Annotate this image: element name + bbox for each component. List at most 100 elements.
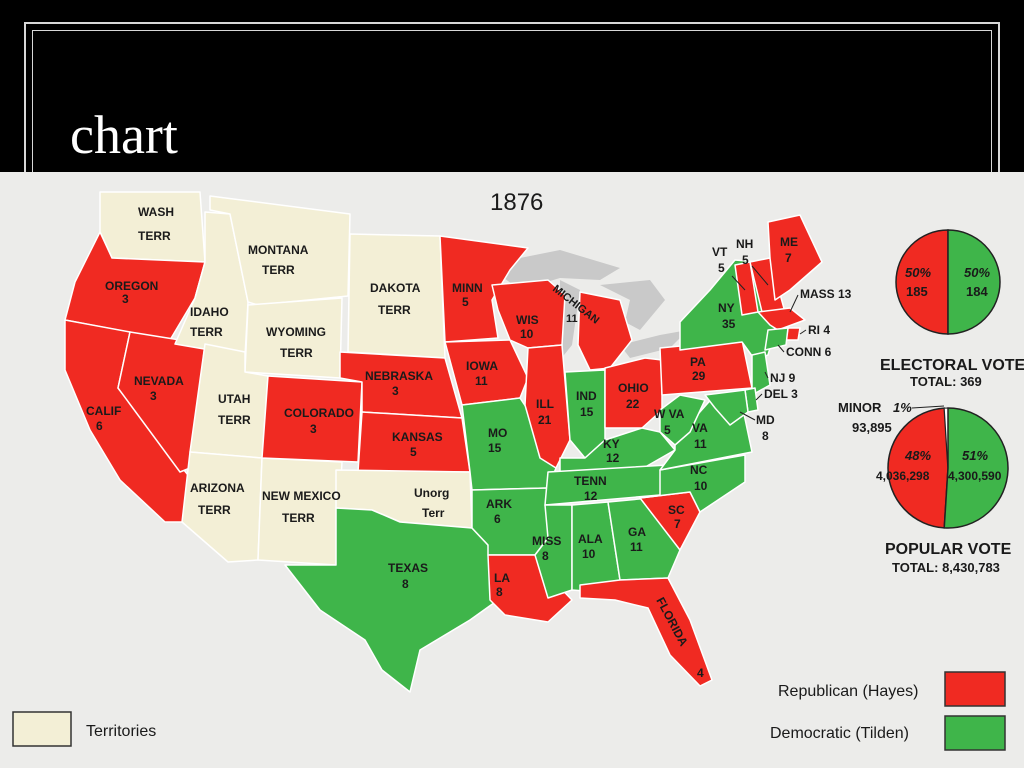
state-label-mass: MASS 13 [800, 287, 852, 301]
state-label-nj: NJ 9 [770, 371, 796, 385]
state-label-dakota: DAKOTA [370, 281, 421, 295]
state-sub-sc: 7 [674, 517, 681, 531]
state-nj [751, 351, 771, 396]
state-label-nebraska: NEBRASKA [365, 369, 433, 383]
state-label-minn: MINN [452, 281, 483, 295]
state-label-oregon: OREGON [105, 279, 158, 293]
popular-minor-pct: 1% [893, 400, 912, 415]
state-sub-ga: 11 [630, 540, 643, 554]
state-label-ala: ALA [578, 532, 603, 546]
legend-territories-swatch [12, 711, 72, 747]
state-label-nc: NC [690, 463, 708, 477]
state-wva [659, 394, 706, 446]
legend-republican-swatch [944, 671, 1006, 707]
state-label-ill: ILL [536, 397, 554, 411]
popular-minor-label: MINOR [838, 400, 882, 415]
state-label-vt: VT [712, 245, 728, 259]
state-label-kansas: KANSAS [392, 430, 443, 444]
state-sub-utah: TERR [218, 413, 251, 427]
state-label-nh: NH [736, 237, 753, 251]
state-me [767, 214, 823, 301]
popular-vote-title: POPULAR VOTE [885, 541, 1012, 558]
state-label-unorg: Unorg [414, 486, 449, 500]
electoral-republican-pct: 50% [905, 265, 931, 280]
electoral-vote-pie: 50% 185 50% 184 ELECTORAL VOTE TOTAL: 36… [880, 229, 1024, 389]
legend-democratic-label: Democratic (Tilden) [770, 725, 909, 742]
state-label-conn: CONN 6 [786, 345, 832, 359]
state-label-pa: PA [690, 355, 706, 369]
popular-republican-votes: 4,036,298 [876, 469, 930, 483]
state-sub-wis: 10 [520, 327, 534, 341]
state-sub-arizona: TERR [198, 503, 231, 517]
popular-vote-total: TOTAL: 8,430,783 [892, 560, 1000, 575]
state-ill [524, 344, 571, 469]
election-map-panel: WASH TERR OREGON 3 CALIF 6 NEVADA 3 IDAH… [0, 172, 1024, 768]
state-sub-dakota: TERR [378, 303, 411, 317]
state-label-nevada: NEVADA [134, 374, 184, 388]
state-label-montana: MONTANA [248, 243, 309, 257]
state-label-texas: TEXAS [388, 561, 428, 575]
state-label-va: VA [692, 421, 708, 435]
state-florida [579, 577, 713, 687]
state-sub-ala: 10 [582, 547, 596, 561]
state-texas [284, 507, 499, 693]
state-label-wash: WASH [138, 205, 174, 219]
popular-vote-pie: MINOR 1% 93,895 48% 4,036,298 51% 4,300,… [838, 400, 1012, 575]
legend-republican-label: Republican (Hayes) [778, 683, 919, 700]
state-sub-newmexico: TERR [282, 511, 315, 525]
state-sub-ind: 15 [580, 405, 594, 419]
popular-democratic-pct: 51% [962, 448, 988, 463]
state-label-wis: WIS [516, 313, 539, 327]
state-sub-nevada: 3 [150, 389, 157, 403]
state-sub-miss: 8 [542, 549, 549, 563]
state-iowa [444, 339, 529, 406]
state-labels: WASH TERR OREGON 3 CALIF 6 NEVADA 3 IDAH… [86, 205, 852, 680]
state-label-ark: ARK [486, 497, 512, 511]
state-label-ind: IND [576, 389, 597, 403]
state-label-utah: UTAH [218, 392, 250, 406]
state-label-ky: KY [603, 437, 620, 451]
state-sub-wva: 5 [664, 423, 671, 437]
state-sub-ark: 6 [494, 512, 501, 526]
state-montana [209, 195, 351, 306]
state-label-wyoming: WYOMING [266, 325, 326, 339]
state-pa [659, 339, 753, 396]
state-sub-ny: 35 [722, 317, 736, 331]
state-sub-michigan: 11 [566, 313, 578, 325]
state-conn [764, 327, 789, 351]
state-label-ny: NY [718, 301, 735, 315]
state-label-me: ME [780, 235, 798, 249]
state-label-iowa: IOWA [466, 359, 498, 373]
state-label-calif: CALIF [86, 404, 121, 418]
electoral-republican-votes: 185 [906, 284, 928, 299]
state-label-colorado: COLORADO [284, 406, 354, 420]
state-label-wva: W VA [654, 407, 685, 421]
state-label-ohio: OHIO [618, 381, 649, 395]
state-sub-ohio: 22 [626, 397, 640, 411]
state-sub-minn: 5 [462, 295, 469, 309]
state-mass [757, 307, 806, 331]
state-sub-unorg: Terr [422, 506, 445, 520]
state-sub-nc: 10 [694, 479, 708, 493]
popular-democratic-slice [943, 407, 1009, 529]
state-label-ga: GA [628, 525, 646, 539]
state-sub-wash: TERR [138, 229, 171, 243]
popular-democratic-votes: 4,300,590 [948, 469, 1002, 483]
state-sub-calif: 6 [96, 419, 103, 433]
state-label-la: LA [494, 571, 510, 585]
state-label-mo: MO [488, 426, 507, 440]
state-label-newmexico: NEW MEXICO [262, 489, 341, 503]
state-label-idaho: IDAHO [190, 305, 229, 319]
electoral-democratic-votes: 184 [966, 284, 988, 299]
state-oregon [64, 231, 206, 341]
state-sub-me: 7 [785, 251, 792, 265]
state-sub-kansas: 5 [410, 445, 417, 459]
state-arizona [181, 451, 263, 563]
state-label-ri: RI 4 [808, 323, 830, 337]
leader-lines [731, 265, 807, 421]
slide-title: chart [70, 105, 178, 165]
state-sub-nh: 5 [742, 253, 749, 267]
state-sub-ky: 12 [606, 451, 620, 465]
state-md [704, 389, 749, 426]
popular-minor-votes: 93,895 [852, 420, 892, 435]
